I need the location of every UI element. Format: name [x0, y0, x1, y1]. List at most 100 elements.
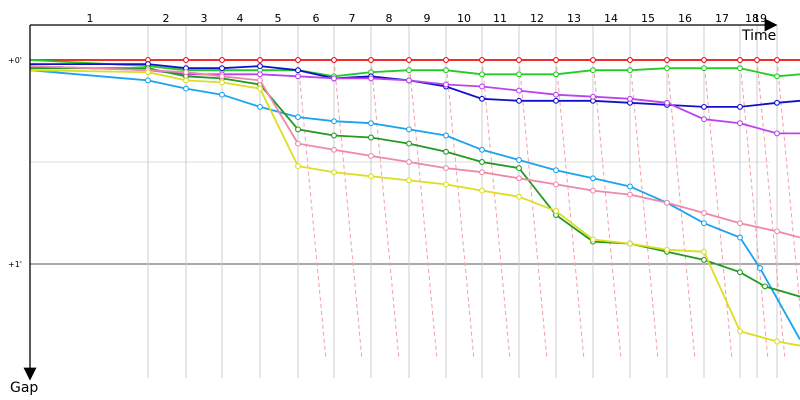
data-point	[479, 159, 485, 165]
data-point	[590, 187, 596, 194]
data-point	[368, 57, 374, 63]
lap-label: 8	[386, 12, 393, 25]
data-point	[737, 103, 743, 110]
data-point	[664, 246, 670, 253]
data-point	[516, 165, 522, 172]
data-point	[737, 234, 743, 241]
y-axis-title: Gap	[10, 380, 38, 396]
data-point	[479, 57, 485, 63]
data-point	[331, 118, 337, 125]
data-point	[257, 57, 263, 63]
data-point	[701, 220, 707, 227]
data-point	[406, 140, 412, 147]
lap-label: 6	[313, 12, 320, 25]
series-line	[29, 59, 800, 78]
data-point	[183, 69, 189, 76]
data-point	[590, 236, 596, 243]
data-point	[479, 95, 485, 102]
series-line	[30, 63, 800, 108]
lap-connector	[555, 59, 585, 361]
lap-label: 1	[87, 12, 94, 25]
data-point	[443, 148, 449, 155]
data-point	[219, 57, 225, 63]
lap-label: 3	[201, 12, 208, 25]
data-point	[406, 177, 412, 184]
lap-label: 5	[275, 12, 282, 25]
lap-label: 9	[424, 12, 431, 25]
data-point	[219, 79, 225, 86]
lap-connector	[629, 59, 659, 361]
data-point	[406, 77, 412, 84]
lap-connector	[776, 59, 800, 312]
data-point	[774, 130, 780, 137]
series-line	[29, 65, 800, 239]
data-point	[553, 71, 559, 78]
data-point	[553, 167, 559, 174]
data-point	[406, 159, 412, 165]
data-point	[295, 140, 301, 147]
data-point	[774, 57, 780, 63]
lap-label: 2	[163, 12, 170, 25]
data-point	[479, 187, 485, 194]
data-point	[183, 85, 189, 92]
series-line	[29, 69, 800, 347]
data-point	[737, 269, 743, 276]
data-point	[516, 71, 522, 78]
data-point	[331, 75, 337, 82]
data-point	[701, 65, 707, 72]
x-axis-title: Time	[741, 28, 776, 44]
data-point	[627, 191, 633, 198]
lap-label: 10	[457, 12, 471, 25]
lap-connector	[756, 59, 786, 361]
data-point	[516, 87, 522, 94]
data-point	[701, 248, 707, 255]
series-line	[29, 69, 800, 340]
lap-label: 16	[678, 12, 692, 25]
data-point	[627, 57, 633, 63]
lap-label: 17	[715, 12, 729, 25]
lap-label: 19	[753, 12, 767, 25]
data-point	[627, 183, 633, 190]
data-point	[219, 91, 225, 98]
data-point	[664, 199, 670, 206]
gap-tick-labels: +0' +1'	[8, 56, 22, 269]
data-point	[368, 173, 374, 180]
data-point	[737, 328, 743, 335]
lap-label: 14	[604, 12, 618, 25]
series-line	[29, 65, 800, 135]
data-point	[701, 103, 707, 110]
gap-tick-label: +0'	[8, 56, 22, 65]
data-point	[219, 65, 225, 72]
lap-label: 12	[530, 12, 544, 25]
lap-label: 4	[237, 12, 244, 25]
data-point	[368, 120, 374, 127]
lap-connector	[703, 59, 733, 361]
data-point	[757, 265, 763, 272]
data-point	[516, 175, 522, 182]
data-point	[331, 169, 337, 176]
data-point	[590, 67, 596, 74]
data-point	[553, 97, 559, 104]
lap-label: 7	[349, 12, 356, 25]
data-point	[295, 57, 301, 63]
data-point	[627, 95, 633, 102]
series-0	[30, 57, 800, 63]
data-point	[183, 77, 189, 84]
data-point	[443, 132, 449, 139]
data-point	[406, 126, 412, 133]
lap-connector	[297, 59, 327, 361]
data-point	[443, 165, 449, 172]
data-point	[701, 256, 707, 263]
data-point	[737, 120, 743, 127]
data-point	[762, 283, 768, 290]
data-point	[295, 73, 301, 80]
data-point	[774, 73, 780, 80]
data-point	[219, 73, 225, 80]
series-layer	[29, 57, 800, 347]
data-point	[553, 57, 559, 63]
series-4	[29, 69, 800, 340]
lap-label: 11	[493, 12, 507, 25]
lap-connector	[518, 59, 548, 361]
data-point	[479, 146, 485, 153]
data-point	[368, 152, 374, 159]
